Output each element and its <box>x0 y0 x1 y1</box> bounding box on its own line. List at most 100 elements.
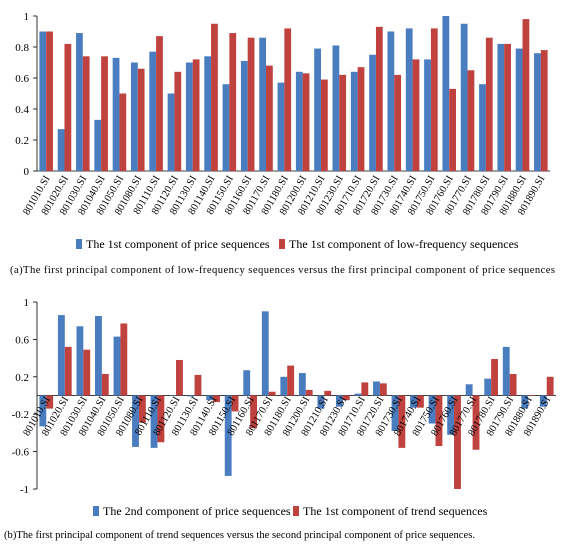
bar-series-2 <box>46 395 54 409</box>
y-tick-label: -0.2 <box>12 409 29 421</box>
bar-series-1 <box>317 395 325 409</box>
bar-series-1 <box>94 119 102 171</box>
bar-series-1 <box>185 62 193 171</box>
bar-series-2 <box>157 395 165 443</box>
bar-series-2 <box>546 376 554 396</box>
bar-series-1 <box>479 84 486 171</box>
chart-a: 00.20.40.60.81801010.SI801020.SI801030.S… <box>10 11 555 276</box>
legend-label: The 1st component of low-frequency seque… <box>289 237 519 251</box>
bar-series-1 <box>259 37 267 172</box>
bar-series-1 <box>206 395 214 401</box>
y-tick-label: 0.8 <box>15 42 29 54</box>
bar-series-1 <box>298 373 306 396</box>
bar-series-2 <box>247 37 255 172</box>
bar-series-2 <box>394 74 402 171</box>
y-tick-label: 0.2 <box>15 372 29 384</box>
bar-series-1 <box>534 53 541 172</box>
y-tick-label: 0.6 <box>15 73 29 85</box>
bar-series-1 <box>460 23 468 171</box>
bar-series-2 <box>83 349 91 396</box>
bar-series-2 <box>302 73 310 171</box>
bar-series-2 <box>229 33 237 171</box>
bar-series-1 <box>224 395 232 476</box>
bar-series-1 <box>113 336 121 396</box>
bar-series-2 <box>46 31 53 171</box>
legend-label: The 2nd component of price sequences <box>103 504 291 518</box>
y-tick-label: 1 <box>24 11 30 23</box>
chart-b: 10.60.2-0.2-0.6-1801010.SI801020.SI80103… <box>4 297 556 541</box>
bar-series-1 <box>447 395 455 435</box>
bar-series-2 <box>192 59 200 171</box>
bar-series-2 <box>342 395 350 401</box>
bar-series-1 <box>424 59 431 171</box>
bar-series-2 <box>324 390 332 396</box>
bar-series-2 <box>82 56 90 171</box>
bar-series-1 <box>391 395 399 432</box>
bar-series-2 <box>467 70 475 171</box>
bar-series-1 <box>369 54 376 171</box>
bar-series-1 <box>130 62 138 171</box>
bar-series-2 <box>449 88 457 171</box>
bar-series-1 <box>149 51 157 171</box>
bar-series-1 <box>39 31 47 171</box>
bar-series-2 <box>64 346 72 396</box>
y-tick-label: 0.6 <box>15 334 29 346</box>
bar-series-1 <box>521 395 529 409</box>
bar-series-2 <box>357 67 365 171</box>
bar-series-1 <box>497 43 505 171</box>
bar-series-2 <box>268 391 276 396</box>
bar-series-1 <box>387 31 395 171</box>
bar-series-2 <box>211 23 218 171</box>
bar-series-2 <box>266 65 273 171</box>
bar-series-2 <box>472 395 480 450</box>
bar-series-1 <box>76 33 83 171</box>
bar-series-1 <box>354 393 362 396</box>
legend-label: The 1st component of price sequences <box>86 237 270 251</box>
bar-series-2 <box>194 374 202 396</box>
y-tick-label: 1 <box>24 297 30 309</box>
bar-series-2 <box>287 365 295 396</box>
bar-series-2 <box>540 50 548 171</box>
y-tick-label: 0.2 <box>15 135 29 147</box>
bar-series-2 <box>491 359 498 396</box>
bar-series-2 <box>231 395 239 412</box>
bar-series-2 <box>101 56 108 171</box>
legend-swatch <box>293 506 299 516</box>
bar-series-1 <box>465 384 473 396</box>
bar-series-1 <box>57 129 65 171</box>
bar-series-2 <box>528 395 536 396</box>
legend-swatch <box>93 506 99 516</box>
bar-series-2 <box>250 395 258 429</box>
bar-series-1 <box>169 395 177 396</box>
bar-series-1 <box>187 395 195 397</box>
bar-series-1 <box>350 71 358 171</box>
bar-series-2 <box>435 395 443 446</box>
bar-series-2 <box>485 37 493 172</box>
bar-series-2 <box>412 59 420 171</box>
bar-series-1 <box>502 346 510 396</box>
bar-series-1 <box>314 48 321 171</box>
bar-series-2 <box>416 395 424 408</box>
bar-series-1 <box>39 395 47 427</box>
bar-series-1 <box>539 395 547 407</box>
y-tick-label: 0.4 <box>15 104 29 116</box>
bar-series-2 <box>119 93 127 171</box>
bar-series-1 <box>112 57 120 171</box>
bar-series-2 <box>176 359 183 396</box>
bar-series-1 <box>95 316 102 396</box>
bar-series-1 <box>410 395 417 408</box>
legend-swatch <box>76 239 82 249</box>
bar-series-1 <box>277 82 285 171</box>
bar-series-1 <box>515 48 523 171</box>
y-tick-label: -1 <box>20 484 29 496</box>
bar-series-1 <box>335 395 343 407</box>
bar-series-1 <box>243 370 251 396</box>
bar-series-2 <box>64 43 72 171</box>
bar-series-1 <box>204 56 212 171</box>
chart-caption: (b)The first principal component of tren… <box>4 530 475 541</box>
legend-swatch <box>279 239 285 249</box>
bar-series-2 <box>120 323 128 396</box>
bar-series-2 <box>398 395 406 448</box>
bar-series-2 <box>156 36 163 172</box>
